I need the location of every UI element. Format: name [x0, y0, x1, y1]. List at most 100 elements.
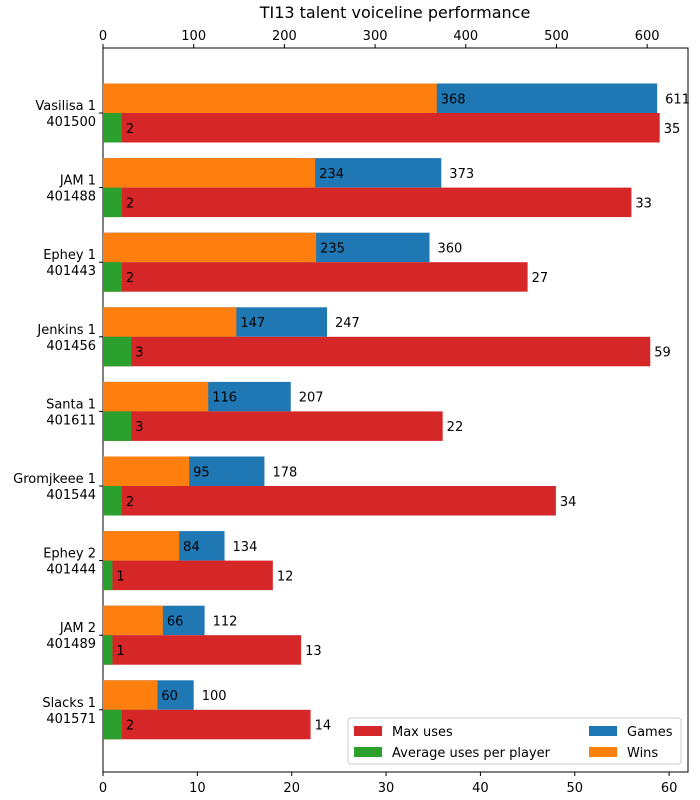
data-label-max-uses: 35 — [664, 122, 681, 137]
category-label-name: Jenkins 1 — [36, 323, 96, 338]
category-label-id: 401489 — [46, 637, 96, 652]
top-axis-tick-label: 300 — [363, 29, 388, 44]
category-label-id: 401611 — [46, 413, 96, 428]
legend-swatch — [589, 747, 617, 757]
bar-max-uses — [103, 635, 302, 665]
top-axis-tick-label: 100 — [181, 29, 206, 44]
bar-average-uses — [103, 113, 122, 143]
category-label-name: JAM 2 — [59, 621, 96, 636]
bar-average-uses — [103, 187, 122, 218]
bar-max-uses — [103, 560, 273, 591]
bar-max-uses — [103, 113, 660, 143]
data-label-average-uses: 2 — [126, 719, 134, 734]
data-label-max-uses: 14 — [315, 719, 332, 734]
data-label-wins: 234 — [319, 167, 344, 182]
category-label-id: 401488 — [46, 190, 96, 205]
bar-wins — [103, 531, 180, 561]
bar-average-uses — [103, 635, 113, 665]
top-axis-tick-label: 500 — [544, 29, 569, 44]
bar-max-uses — [103, 187, 632, 218]
category-label-name: Ephey 1 — [43, 248, 96, 263]
data-label-average-uses: 2 — [126, 196, 134, 211]
bar-wins — [103, 605, 163, 636]
category-label-id: 401544 — [46, 488, 96, 503]
legend: Max uses Games Average uses per player Wins — [347, 717, 682, 765]
data-label-max-uses: 59 — [654, 346, 671, 361]
legend-swatch — [589, 726, 617, 736]
category-label-name: Santa 1 — [46, 397, 96, 412]
category-label-id: 401443 — [46, 264, 96, 279]
data-label-games: 373 — [449, 167, 474, 182]
data-label-games: 134 — [233, 540, 258, 555]
data-label-games: 112 — [213, 614, 238, 629]
category-label-name: Slacks 1 — [42, 696, 96, 711]
legend-swatch — [354, 747, 382, 757]
data-label-wins: 147 — [240, 316, 265, 331]
bar-wins — [103, 232, 317, 263]
bar-average-uses — [103, 411, 132, 441]
bar-max-uses — [103, 709, 311, 740]
data-label-max-uses: 22 — [447, 420, 464, 435]
top-axis-tick-label: 0 — [99, 29, 107, 44]
category-label-id: 401571 — [46, 712, 96, 727]
data-label-average-uses: 2 — [126, 271, 134, 286]
data-label-max-uses: 33 — [635, 196, 652, 211]
bar-max-uses — [103, 336, 651, 367]
bar-wins — [103, 381, 209, 412]
bar-average-uses — [103, 262, 122, 292]
bottom-axis-tick-label: 30 — [378, 781, 395, 796]
legend-swatch — [354, 726, 382, 736]
data-label-max-uses: 27 — [532, 271, 549, 286]
category-label-name: JAM 1 — [59, 174, 96, 189]
data-label-wins: 235 — [320, 241, 345, 256]
data-label-max-uses: 12 — [277, 569, 294, 584]
data-label-average-uses: 1 — [116, 569, 124, 584]
bar-wins — [103, 680, 158, 710]
bar-max-uses — [103, 262, 528, 292]
bottom-axis-tick-label: 50 — [567, 781, 584, 796]
data-label-max-uses: 13 — [305, 644, 322, 659]
data-label-average-uses: 2 — [126, 122, 134, 137]
bar-max-uses — [103, 486, 556, 516]
bar-wins — [103, 83, 437, 113]
legend-label: Max uses — [392, 725, 453, 740]
bottom-axis-tick-label: 60 — [661, 781, 678, 796]
category-label-id: 401444 — [46, 563, 96, 578]
data-label-wins: 368 — [441, 92, 466, 107]
category-label-name: Gromjkeee 1 — [13, 472, 96, 487]
data-label-games: 207 — [299, 391, 324, 406]
bar-average-uses — [103, 486, 122, 516]
data-label-games: 360 — [438, 241, 463, 256]
data-label-average-uses: 1 — [116, 644, 124, 659]
bottom-axis-tick-label: 10 — [189, 781, 206, 796]
chart-title: TI13 talent voiceline performance — [259, 3, 531, 22]
data-label-games: 611 — [665, 92, 690, 107]
legend-label: Games — [627, 725, 673, 740]
category-label-name: Ephey 2 — [43, 547, 96, 562]
data-label-wins: 95 — [193, 465, 210, 480]
bottom-axis-tick-label: 20 — [283, 781, 300, 796]
category-label-name: Vasilisa 1 — [35, 99, 96, 114]
data-label-wins: 116 — [212, 391, 237, 406]
bar-average-uses — [103, 560, 113, 591]
data-label-wins: 84 — [183, 540, 200, 555]
legend-label: Wins — [627, 746, 658, 761]
bottom-axis-tick-label: 0 — [99, 781, 107, 796]
plot-area: 0 100 200 300 400 500 600 0 10 20 30 40 50 60 Vasilisa… — [13, 29, 690, 796]
bar-wins — [103, 158, 316, 188]
data-label-games: 178 — [272, 465, 297, 480]
bar-wins — [103, 307, 237, 337]
data-label-games: 100 — [202, 689, 227, 704]
data-label-average-uses: 3 — [135, 420, 143, 435]
top-axis-tick-label: 400 — [453, 29, 478, 44]
bar-average-uses — [103, 709, 122, 740]
data-label-average-uses: 3 — [135, 346, 143, 361]
data-label-wins: 66 — [167, 614, 184, 629]
data-label-average-uses: 2 — [126, 495, 134, 510]
bar-max-uses — [103, 411, 443, 441]
legend-label: Average uses per player — [392, 746, 551, 761]
top-axis-tick-label: 200 — [272, 29, 297, 44]
data-label-wins: 60 — [161, 689, 178, 704]
category-label-id: 401456 — [46, 339, 96, 354]
